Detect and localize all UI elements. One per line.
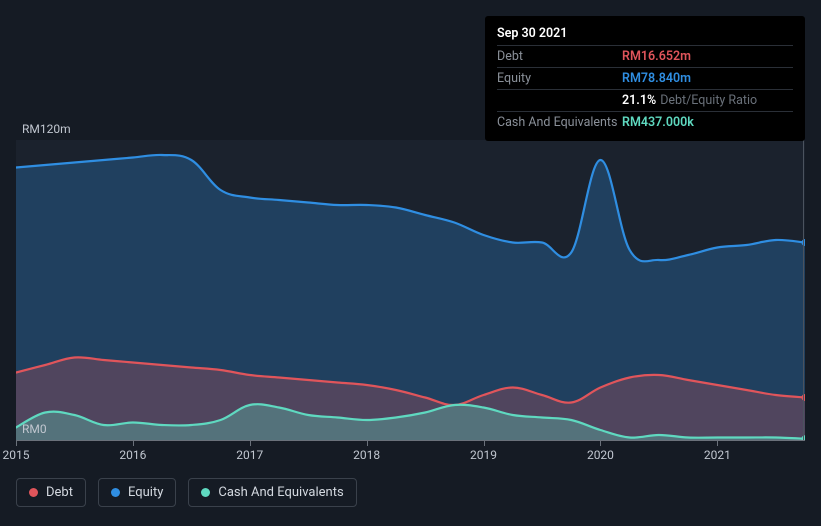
legend-item-cash[interactable]: Cash And Equivalents <box>188 478 356 507</box>
x-axis-label: 2021 <box>704 448 731 462</box>
x-axis-tick <box>133 440 134 446</box>
x-axis-label: 2018 <box>353 448 380 462</box>
x-axis-tick <box>367 440 368 446</box>
x-axis-label: 2019 <box>470 448 497 462</box>
x-axis-label: 2015 <box>3 448 30 462</box>
area-chart-svg <box>16 140 805 440</box>
tooltip-row: DebtRM16.652m <box>497 45 793 67</box>
x-axis-tick <box>250 440 251 446</box>
legend-item-equity[interactable]: Equity <box>98 478 176 507</box>
legend-swatch <box>29 488 38 497</box>
x-axis-line <box>16 440 805 441</box>
tooltip-row: 21.1%Debt/Equity Ratio <box>497 89 793 111</box>
legend-swatch <box>111 488 120 497</box>
x-axis-tick <box>717 440 718 446</box>
x-axis-tick <box>600 440 601 446</box>
tooltip-row-suffix: Debt/Equity Ratio <box>660 93 757 108</box>
tooltip-row-value: RM16.652m <box>622 49 691 64</box>
chart-plot-area <box>16 140 805 440</box>
chart-tooltip: Sep 30 2021 DebtRM16.652mEquityRM78.840m… <box>485 16 805 141</box>
tooltip-date: Sep 30 2021 <box>497 24 793 45</box>
tooltip-row-label: Equity <box>497 71 622 86</box>
tooltip-row-value: 21.1%Debt/Equity Ratio <box>622 93 757 108</box>
x-axis-tick <box>16 440 17 446</box>
tooltip-row-label: Cash And Equivalents <box>497 115 622 130</box>
x-axis-label: 2016 <box>119 448 146 462</box>
tooltip-row-value: RM437.000k <box>622 115 694 130</box>
legend-item-debt[interactable]: Debt <box>16 478 86 507</box>
legend-label: Debt <box>46 485 73 500</box>
tooltip-crosshair-line <box>803 140 804 440</box>
x-axis: 2015201620172018201920202021 <box>16 440 805 470</box>
y-axis-bottom-label: RM0 <box>22 422 47 436</box>
legend-swatch <box>201 488 210 497</box>
x-axis-tick <box>484 440 485 446</box>
x-axis-label: 2020 <box>587 448 614 462</box>
tooltip-row-value: RM78.840m <box>622 71 691 86</box>
x-axis-label: 2017 <box>236 448 263 462</box>
chart-legend: Debt Equity Cash And Equivalents <box>16 478 357 507</box>
tooltip-row-label: Debt <box>497 49 622 64</box>
legend-label: Equity <box>128 485 163 500</box>
legend-label: Cash And Equivalents <box>218 485 343 500</box>
tooltip-row: EquityRM78.840m <box>497 67 793 89</box>
tooltip-row: Cash And EquivalentsRM437.000k <box>497 111 793 133</box>
y-axis-top-label: RM120m <box>22 122 71 136</box>
